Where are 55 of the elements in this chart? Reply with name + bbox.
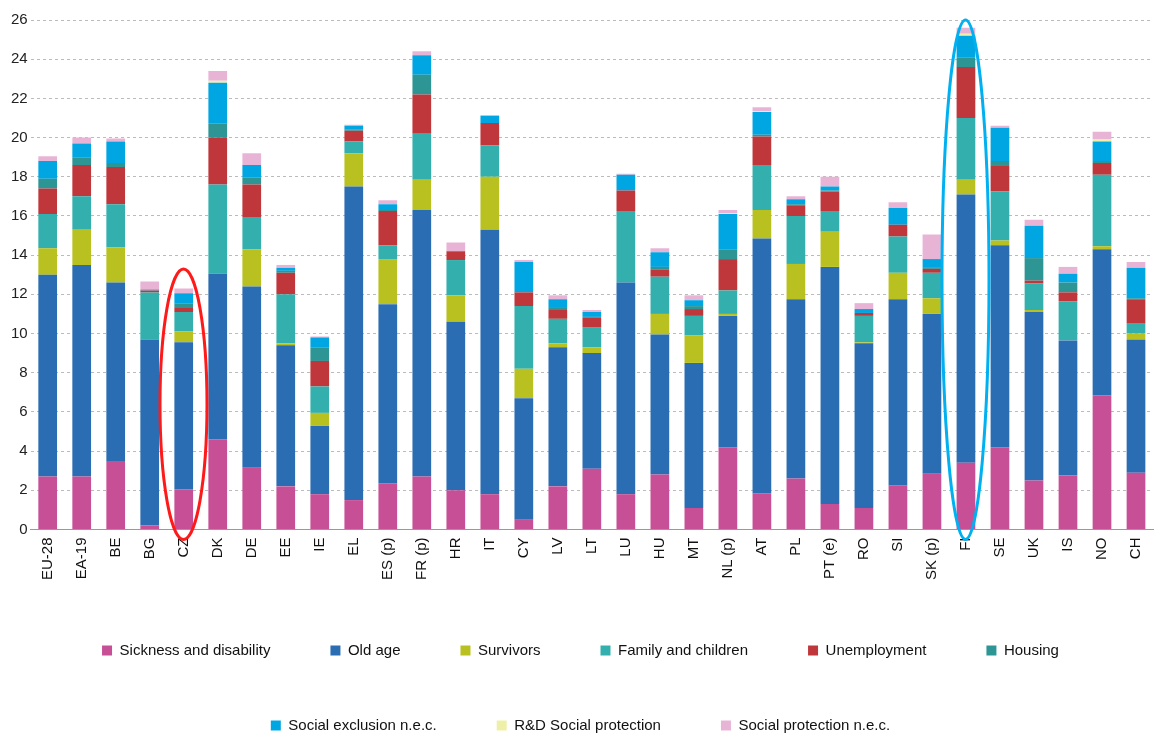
x-tick-label: FR (p) [411,537,429,580]
y-tick-label: 14 [11,245,28,263]
x-tick-label: RO [854,537,872,560]
x-tick-label: EL [343,537,361,556]
y-tick-label: 26 [11,10,28,28]
y-tick-label: 24 [11,49,28,67]
legend-label: Family and children [618,640,749,658]
x-tick-label: PT (e) [820,537,838,579]
legend-label: Social protection n.e.c. [738,715,891,733]
x-tick-label: SE [990,537,1008,558]
x-tick-label: CY [513,537,531,559]
legend-label: Unemployment [825,640,928,658]
x-tick-label: UK [1024,537,1042,559]
x-tick-label: PL [786,537,804,556]
x-tick-label: LU [615,537,633,557]
y-tick-label: 6 [19,402,28,420]
y-tick-label: 18 [11,166,28,184]
y-tick-label: 10 [11,323,28,341]
x-tick-label: DE [241,537,259,559]
legend-label: R&D Social protection [514,715,661,733]
y-tick-label: 2 [19,480,28,498]
x-tick-label: LT [581,537,599,554]
y-tick-label: 0 [19,519,28,537]
legend-label: Sickness and disability [119,640,271,658]
x-tick-label: CZ [173,537,191,558]
x-tick-label: ES (p) [377,537,395,580]
y-tick-label: 12 [11,284,28,302]
x-tick-label: BE [105,537,123,558]
x-tick-label: DK [207,537,225,559]
x-tick-label: EE [275,537,293,558]
y-tick-label: 8 [19,362,28,380]
x-tick-label: NO [1092,537,1110,560]
x-tick-label: SI [888,537,906,552]
x-tick-label: IE [309,537,327,552]
y-tick-label: 20 [11,127,28,145]
x-tick-label: LV [547,537,565,555]
y-tick-label: 4 [19,441,28,459]
x-tick-label: HU [650,537,667,560]
y-tick-label: 22 [11,88,28,106]
legend-label: Social exclusion n.e.c. [288,715,437,733]
x-tick-label: MT [684,537,702,560]
x-tick-label: CH [1126,537,1144,560]
x-tick-label: HR [445,537,463,560]
x-tick-label: IS [1058,537,1076,552]
x-tick-label: IT [479,537,497,551]
x-tick-label: EU-28 [37,537,55,581]
x-tick-label: EA-19 [71,537,89,580]
x-tick-label: NL (p) [718,537,736,579]
legend-label: Old age [347,640,401,658]
x-tick-label: AT [752,537,770,556]
legend-label: Housing [1003,640,1059,658]
legend-label: Survivors [477,640,541,658]
x-tick-label: SK (p) [922,537,940,580]
x-tick-label: BG [139,537,157,560]
y-tick-label: 16 [11,206,28,224]
